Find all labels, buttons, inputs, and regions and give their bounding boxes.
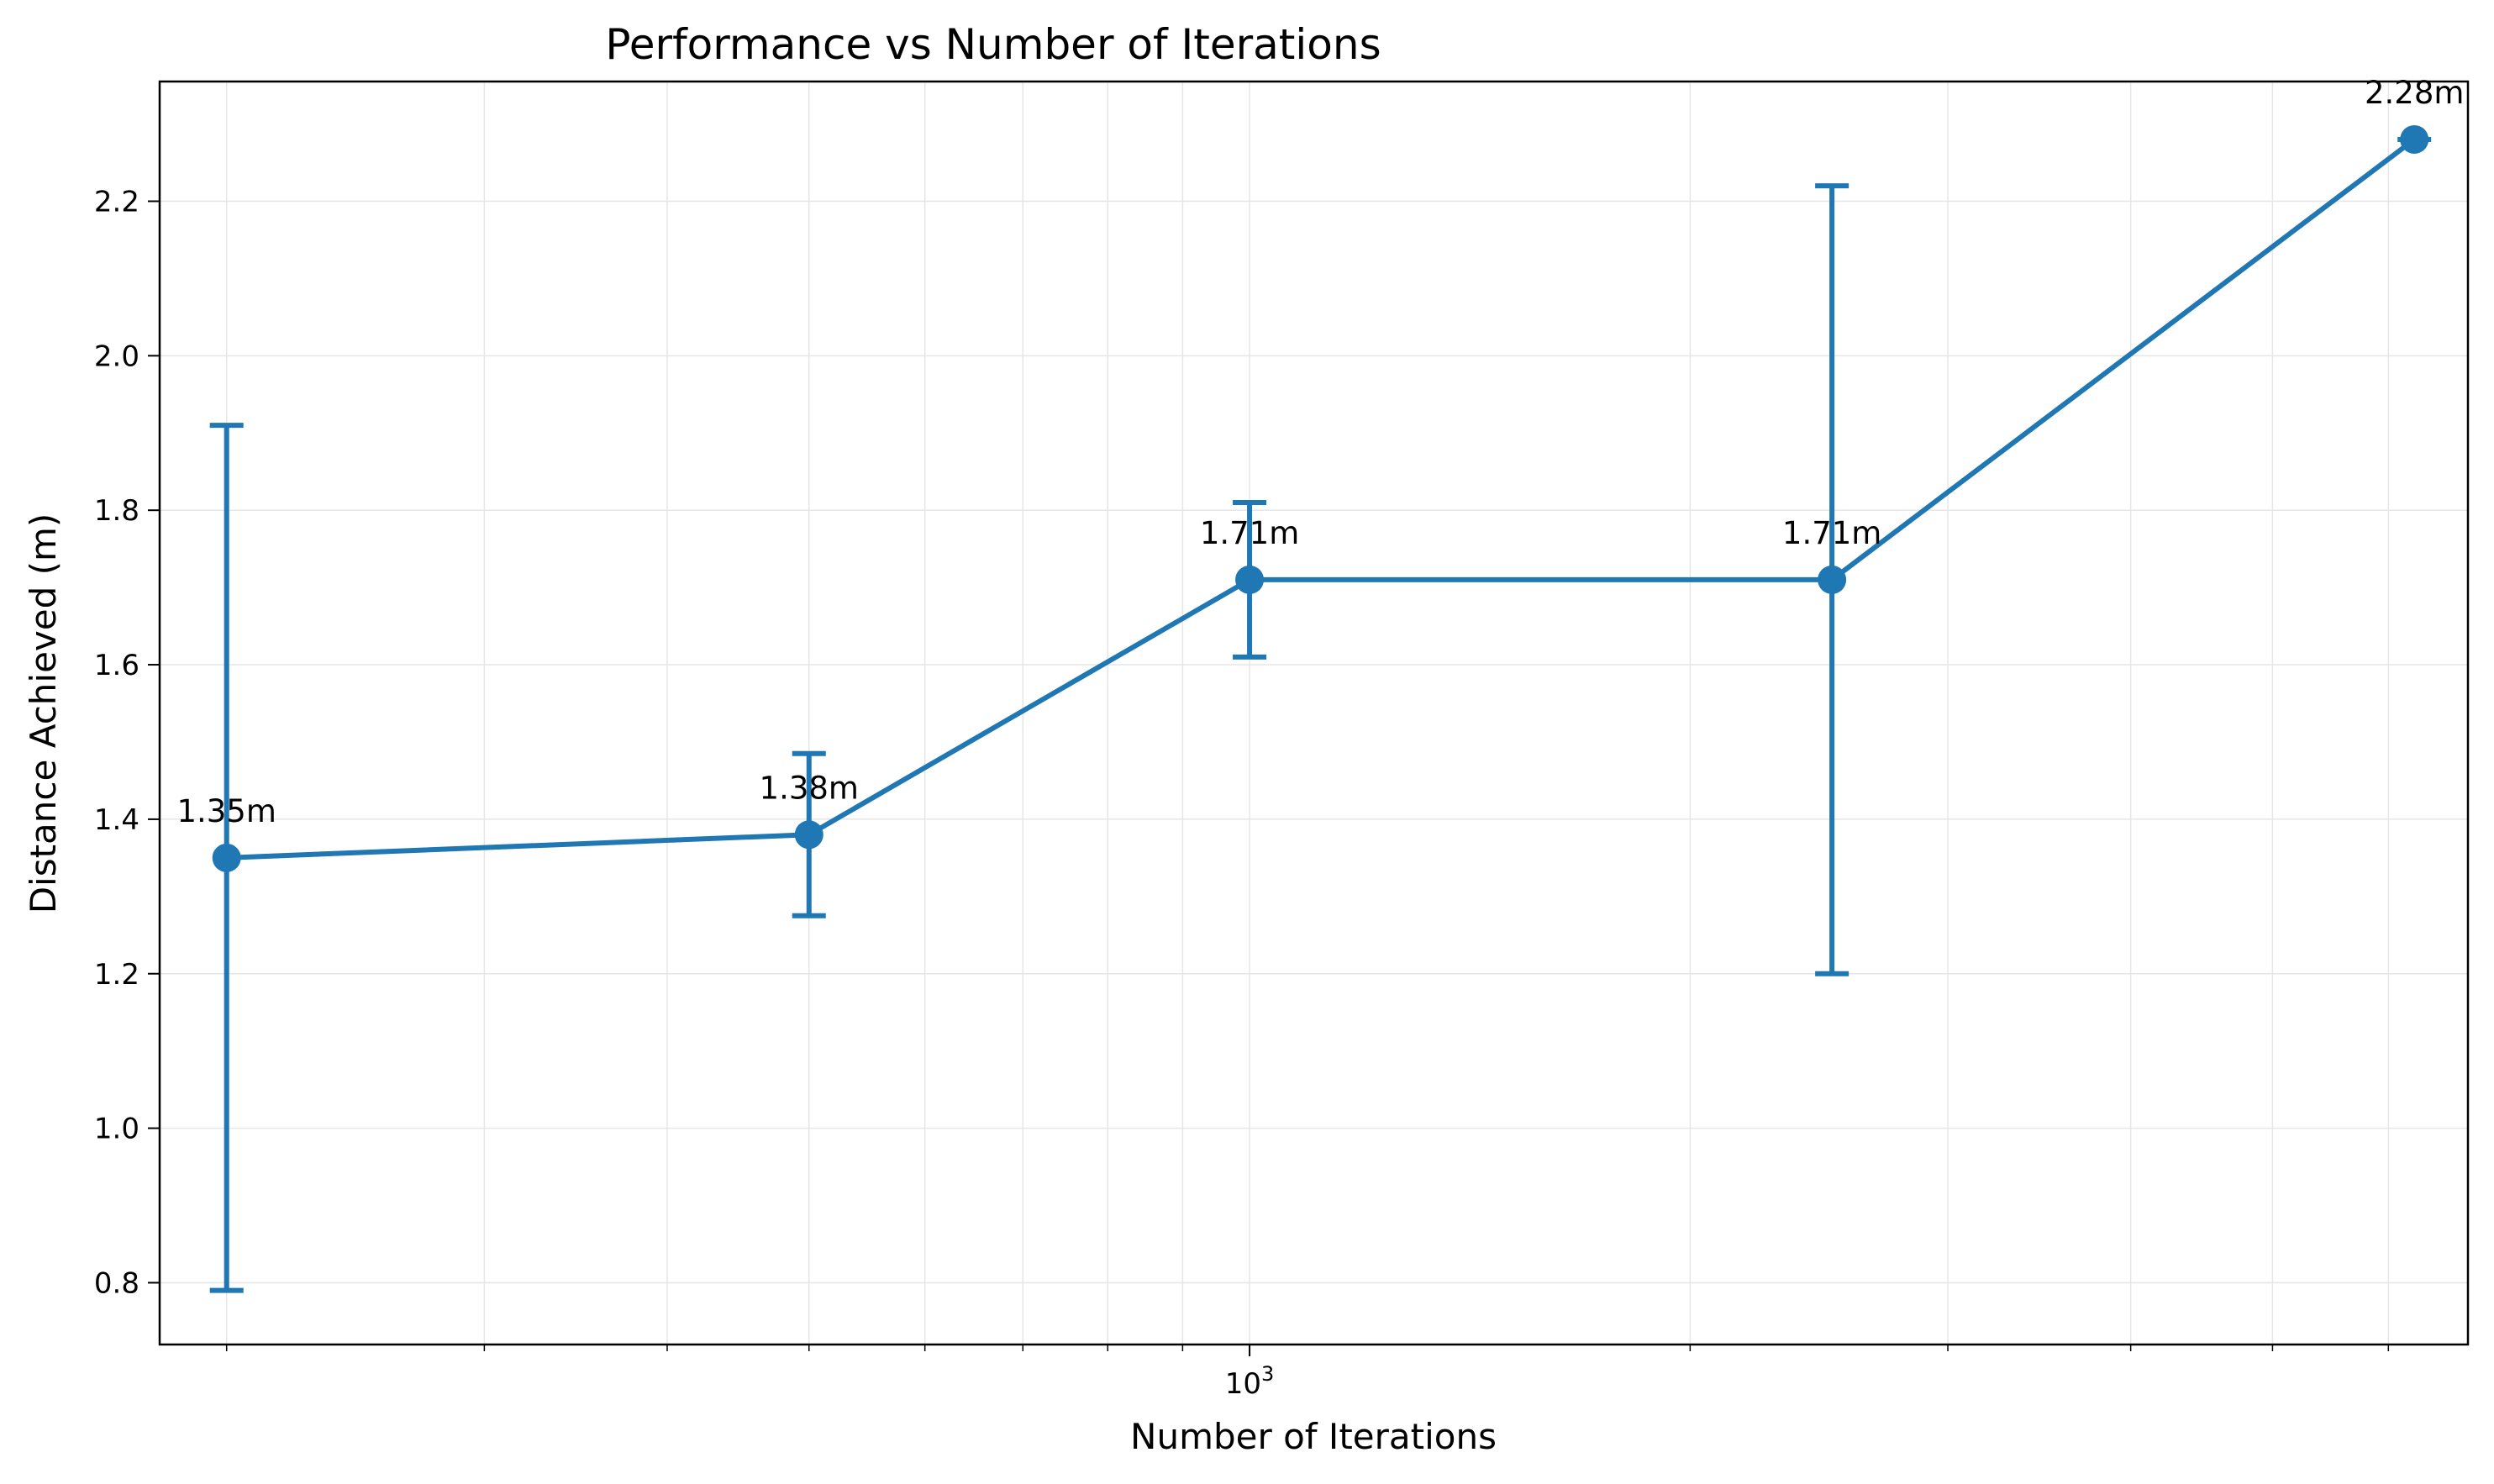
y-tick-label: 1.6 bbox=[94, 649, 139, 682]
y-tick-label: 1.0 bbox=[94, 1113, 139, 1146]
y-tick-label: 1.2 bbox=[94, 958, 139, 992]
y-tick-label: 1.8 bbox=[94, 494, 139, 528]
plot-frame bbox=[158, 80, 2470, 1346]
grid bbox=[160, 82, 2468, 1345]
x-axis-label: Number of Iterations bbox=[1130, 1416, 1497, 1457]
data-point bbox=[1235, 565, 1265, 594]
data-point bbox=[2400, 124, 2429, 154]
data-label: 1.38m bbox=[760, 770, 859, 806]
y-tick-label: 0.8 bbox=[94, 1266, 139, 1300]
data-labels: 1.35m 1.38m 1.71m 1.71m 2.28m bbox=[176, 75, 2464, 829]
y-axis-label: Distance Achieved (m) bbox=[23, 513, 64, 914]
y-tick-label: 2.0 bbox=[94, 339, 139, 373]
data-point bbox=[794, 820, 823, 850]
y-axis-ticks: 0.8 1.0 1.2 1.4 1.6 1.8 2.0 2.2 bbox=[94, 185, 160, 1300]
data-point bbox=[212, 843, 241, 872]
data-label: 2.28m bbox=[2365, 75, 2464, 111]
x-tick-label-base: 10 bbox=[1225, 1367, 1261, 1401]
data-point bbox=[1818, 565, 1847, 594]
y-tick-label: 1.4 bbox=[94, 803, 139, 837]
chart-title: Performance vs Number of Iterations bbox=[605, 20, 1381, 69]
x-tick-label: 103 bbox=[1225, 1362, 1275, 1401]
x-tick-label-exponent: 3 bbox=[1261, 1362, 1274, 1386]
x-axis-ticks: 103 bbox=[225, 1345, 2390, 1401]
data-label: 1.35m bbox=[176, 793, 276, 829]
data-label: 1.71m bbox=[1782, 515, 1881, 551]
data-label: 1.71m bbox=[1200, 515, 1299, 551]
y-tick-label: 2.2 bbox=[94, 185, 139, 218]
series bbox=[209, 124, 2432, 1293]
